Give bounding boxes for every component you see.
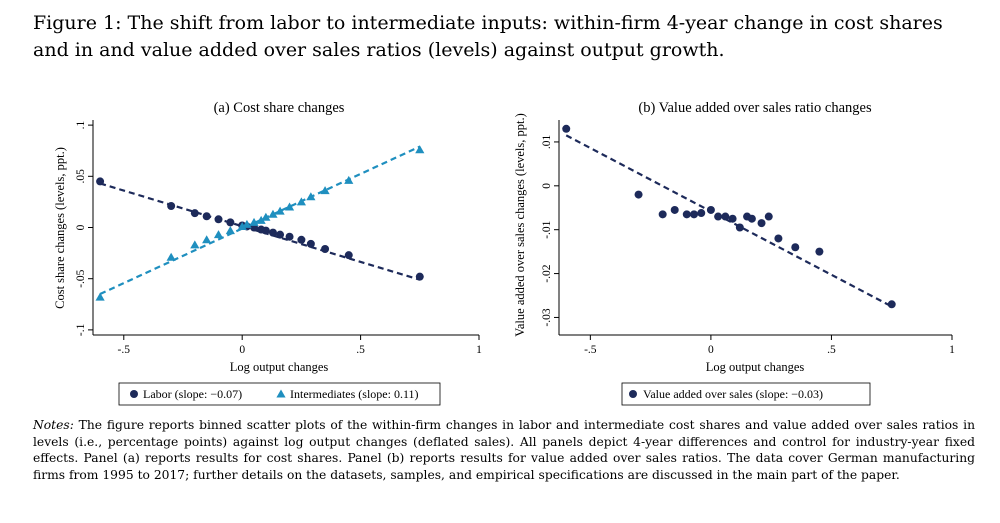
- panel-a-point-circle: [344, 251, 353, 260]
- panel-b-ytick-label: 0: [541, 183, 553, 189]
- panel-a-point-circle: [190, 209, 199, 218]
- panel-a-ytick-label: 0: [75, 224, 87, 230]
- panel-b-point-circle: [658, 210, 667, 219]
- panel-a-point-triangle: [296, 197, 306, 206]
- panel-b-ytick-label: .01: [541, 135, 553, 150]
- notes-label: Notes:: [33, 418, 74, 432]
- panel-b-point-circle: [690, 210, 699, 219]
- panel-a-point-triangle: [284, 202, 295, 211]
- panel-a-xtick-label: .5: [356, 344, 365, 356]
- panel-a-xlabel: Log output changes: [230, 360, 329, 374]
- panel-a-point-triangle: [213, 230, 224, 239]
- panel-b-ytick-label: -.01: [541, 220, 553, 238]
- panel-b-point-circle: [735, 223, 744, 232]
- panel-a-ytick-label: -.05: [75, 269, 87, 287]
- legend-labor-marker: [130, 390, 138, 398]
- panel-a-point-triangle: [225, 226, 235, 235]
- panel-b-legend: Value added over sales (slope: −0.03): [621, 382, 871, 406]
- panel-a-point-circle: [321, 245, 330, 253]
- panel-b-point-circle: [791, 243, 800, 252]
- notes-text: The figure reports binned scatter plots …: [33, 418, 975, 482]
- panel-b-xtick-label: -.5: [584, 344, 597, 356]
- panel-b-point-circle: [747, 214, 756, 223]
- panel-a-ytick-label: .05: [75, 169, 87, 184]
- panel-b-fit-line-0: [565, 134, 893, 308]
- panel-a-title: (a) Cost share changes: [214, 100, 345, 116]
- panel-b-title: (b) Value added over sales ratio changes: [638, 100, 872, 116]
- panel-a-point-triangle: [320, 186, 330, 195]
- panel-a-xtick-label: 1: [476, 344, 482, 356]
- panel-a-ytick-label: .1: [75, 121, 87, 130]
- panel-a-point-triangle: [261, 212, 271, 221]
- panel-a-point-circle: [268, 228, 277, 237]
- panel-b-point-circle: [815, 247, 824, 256]
- panel-a-point-circle: [261, 226, 270, 235]
- panel-b-xtick-label: .5: [827, 344, 836, 356]
- panel-a-point-triangle: [202, 235, 212, 244]
- panel-b-point-circle: [714, 212, 723, 221]
- figure-caption: Figure 1: The shift from labor to interm…: [33, 12, 943, 61]
- panel-a-point-triangle: [415, 145, 425, 154]
- panel-a-xtick-label: -.5: [118, 344, 131, 356]
- panel-a-point-circle: [306, 239, 315, 248]
- panel-b-point-circle: [634, 190, 643, 199]
- panel-a-point-circle: [276, 230, 285, 239]
- panel-a-point-circle: [214, 215, 223, 224]
- panel-b-point-circle: [670, 205, 679, 214]
- panel-a-point-triangle: [190, 240, 200, 249]
- panel-a: (a) Cost share changes Cost share change…: [53, 100, 482, 406]
- panel-b: (b) Value added over sales ratio changes…: [513, 100, 955, 406]
- panel-b-legend-box: [621, 382, 871, 406]
- panel-a-point-circle: [285, 232, 294, 241]
- panel-a-xtick-label: 0: [239, 344, 245, 356]
- panel-b-ylabel: Value added over sales changes (levels, …: [513, 113, 527, 337]
- panel-a-legend: Labor (slope: −0.07) Intermediates (slop…: [118, 382, 441, 406]
- panel-a-point-triangle: [95, 292, 105, 301]
- panel-b-point-circle: [774, 234, 783, 243]
- panel-b-point-circle: [721, 212, 730, 221]
- legend-intermediates-label: Intermediates (slope: 0.11): [290, 387, 419, 401]
- panel-b-point-circle: [706, 205, 715, 214]
- panel-a-point-circle: [202, 212, 211, 221]
- panel-a-point-triangle: [256, 215, 266, 224]
- panel-a-point-circle: [167, 202, 176, 210]
- panel-a-point-triangle: [268, 209, 278, 218]
- figure-notes: Notes: The figure reports binned scatter…: [33, 417, 975, 483]
- panel-b-ytick-label: -.03: [541, 308, 553, 326]
- panel-a-ylabel: Cost share changes (levels, ppt.): [53, 147, 67, 309]
- panel-b-point-circle: [682, 210, 691, 219]
- panel-b-ytick-label: -.02: [541, 264, 553, 282]
- panel-a-point-circle: [96, 177, 105, 186]
- panel-b-point-circle: [697, 209, 706, 218]
- panel-a-ytick-label: -.1: [75, 323, 87, 336]
- panel-b-point-circle: [562, 124, 571, 133]
- panel-a-point-triangle: [237, 221, 247, 230]
- panel-a-point-triangle: [275, 206, 285, 215]
- panel-b-point-circle: [887, 300, 896, 309]
- legend-intermediates-marker: [276, 389, 286, 398]
- panel-a-point-triangle: [166, 252, 176, 261]
- panel-a-point-triangle: [249, 217, 259, 226]
- legend-labor-label: Labor (slope: −0.07): [143, 387, 242, 401]
- panel-a-point-triangle: [242, 219, 252, 228]
- panel-a-point-circle: [415, 272, 424, 281]
- panel-b-xlabel: Log output changes: [706, 360, 805, 374]
- panel-a-fit-line-1: [99, 145, 421, 296]
- panel-a-point-circle: [297, 235, 306, 244]
- legend-va-marker: [629, 390, 637, 398]
- panel-b-point-circle: [728, 214, 737, 223]
- legend-va-label: Value added over sales (slope: −0.03): [643, 387, 823, 401]
- panel-a-point-circle: [226, 218, 235, 227]
- panel-a-point-triangle: [306, 192, 316, 201]
- panel-b-point-circle: [757, 219, 766, 228]
- panel-a-point-triangle: [344, 175, 354, 184]
- panel-b-xtick-label: 0: [708, 344, 714, 356]
- panel-a-fit-line-0: [99, 182, 421, 281]
- panel-b-point-circle: [764, 212, 773, 221]
- panel-b-xtick-label: 1: [949, 344, 955, 356]
